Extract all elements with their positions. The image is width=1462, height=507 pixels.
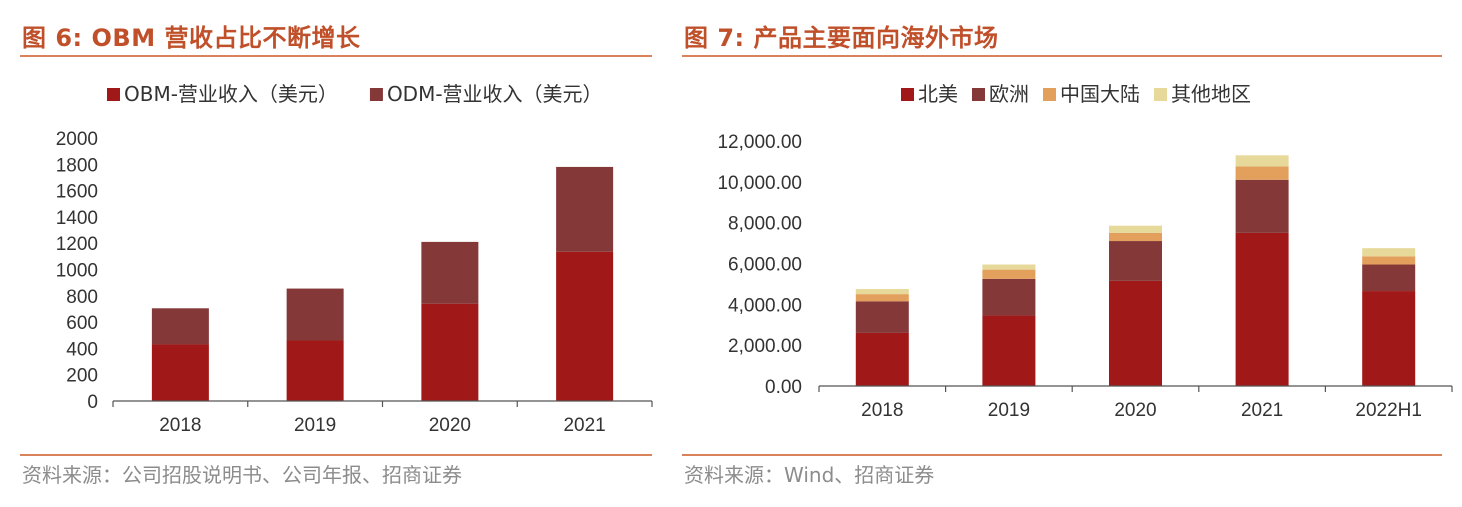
figure-6-title: 图 6: OBM 营收占比不断增长 [22, 24, 361, 52]
y-tick-label: 600 [66, 313, 98, 334]
figure-7-source: 资料来源：Wind、招商证券 [684, 463, 935, 487]
bar-segment [1362, 248, 1416, 257]
y-tick-label: 6,000.00 [728, 255, 802, 276]
legend-label: 其他地区 [1171, 82, 1251, 106]
legend-swatch [107, 88, 120, 101]
title-rule [20, 55, 652, 57]
bar-segment [286, 288, 344, 341]
bar-segment [982, 269, 1036, 279]
legend-label: 中国大陆 [1060, 82, 1140, 106]
x-tick-label: 2019 [988, 400, 1030, 421]
bar-segment [855, 332, 909, 386]
y-tick-label: 1200 [56, 234, 98, 255]
x-tick-label: 2018 [861, 400, 903, 421]
legend-label: ODM-营业收入（美元） [387, 82, 603, 106]
y-tick-label: 2,000.00 [728, 336, 802, 357]
bar-segment [1362, 256, 1416, 265]
figure-7-panel: 图 7: 产品主要面向海外市场 北美 欧洲 中国大陆 其他地区 0.00 2,000.00… [668, 0, 1462, 507]
legend: 北美 欧洲 中国大陆 其他地区 [901, 82, 1251, 106]
bar-segment [556, 166, 614, 252]
bar-segment [421, 241, 479, 304]
figure-6-chart: OBM-营业收入（美元） ODM-营业收入（美元） 0 200 400 600 800 100… [56, 82, 653, 436]
y-tick-label: 400 [66, 339, 98, 360]
y-tick-label: 2000 [56, 129, 98, 150]
legend-label: OBM-营业收入（美元） [124, 82, 338, 106]
bar-segment [1235, 166, 1289, 180]
figure-6-source: 资料来源：公司招股说明书、公司年报、招商证券 [22, 463, 462, 487]
y-tick-label: 8,000.00 [728, 214, 802, 235]
bar-segment [556, 251, 614, 401]
y-tick-label: 800 [66, 287, 98, 308]
legend: OBM-营业收入（美元） ODM-营业收入（美元） [107, 82, 603, 106]
bar-segment [982, 264, 1036, 270]
legend-label: 欧洲 [989, 82, 1029, 106]
figure-7-chart: 北美 欧洲 中国大陆 其他地区 0.00 2,000.00 4,000.00 6,000.00… [717, 82, 1453, 421]
x-tick-label: 2021 [1241, 400, 1283, 421]
y-tick-label: 200 [66, 366, 98, 387]
bar-segment [1109, 225, 1162, 233]
y-tick-label: 12,000.00 [717, 132, 802, 153]
legend-swatch [1154, 88, 1167, 101]
bar-segment [855, 301, 909, 333]
bar-segment [982, 278, 1036, 316]
bar-segment [1109, 241, 1162, 281]
y-tick-label: 4,000.00 [728, 295, 802, 316]
x-tick-label: 2019 [294, 415, 336, 436]
bar-segment [1362, 291, 1416, 386]
source-rule [20, 454, 652, 456]
bar-segment [1235, 232, 1289, 386]
x-tick-label: 2020 [1114, 400, 1156, 421]
legend-swatch [901, 88, 914, 101]
bar-segment [286, 340, 344, 401]
y-tick-label: 1400 [56, 208, 98, 229]
bar-segment [855, 294, 909, 302]
bar-segment [982, 315, 1036, 386]
bar-segment [421, 303, 479, 401]
bar-segment [855, 289, 909, 295]
bar-segment [151, 308, 209, 345]
x-tick-label: 2020 [429, 415, 471, 436]
figure-6-panel: 图 6: OBM 营收占比不断增长 OBM-营业收入（美元） ODM-营业收入（美… [0, 0, 660, 507]
y-tick-label: 1000 [56, 261, 98, 282]
bar-segment [1362, 264, 1416, 292]
x-tick-label: 2021 [563, 415, 605, 436]
bar-segment [1109, 280, 1162, 386]
y-tick-label: 10,000.00 [717, 173, 802, 194]
source-rule [682, 454, 1442, 456]
x-tick-label: 2022H1 [1355, 400, 1422, 421]
x-tick-label: 2018 [159, 415, 201, 436]
y-tick-label: 1800 [56, 155, 98, 176]
y-tick-label: 0.00 [765, 377, 802, 398]
bar-segment [151, 344, 209, 401]
y-tick-label: 0 [87, 392, 98, 413]
legend-label: 北美 [918, 82, 958, 106]
figure-7-title: 图 7: 产品主要面向海外市场 [684, 24, 999, 52]
bar-segment [1109, 232, 1162, 242]
legend-swatch [972, 88, 985, 101]
title-rule [682, 55, 1442, 57]
legend-swatch [369, 88, 383, 101]
y-tick-label: 1600 [56, 182, 98, 203]
bar-segment [1235, 179, 1289, 233]
bar-segment [1235, 155, 1289, 167]
legend-swatch [1043, 88, 1056, 101]
